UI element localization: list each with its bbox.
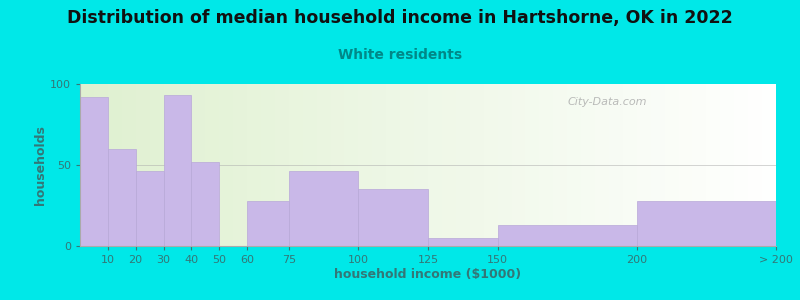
Bar: [108, 84, 122, 246]
Bar: [191, 84, 206, 246]
Bar: [581, 84, 595, 246]
Bar: [233, 84, 247, 246]
Bar: [511, 84, 526, 246]
Bar: [762, 84, 776, 246]
Bar: [358, 189, 428, 246]
Bar: [317, 84, 330, 246]
Bar: [595, 84, 609, 246]
Bar: [330, 84, 345, 246]
Bar: [623, 84, 637, 246]
Bar: [136, 84, 150, 246]
Bar: [400, 84, 414, 246]
Bar: [372, 84, 386, 246]
Bar: [163, 95, 191, 246]
Text: Distribution of median household income in Hartshorne, OK in 2022: Distribution of median household income …: [67, 9, 733, 27]
Bar: [720, 84, 734, 246]
Bar: [80, 97, 108, 246]
Bar: [637, 84, 650, 246]
Bar: [247, 84, 261, 246]
Bar: [150, 84, 163, 246]
Bar: [108, 149, 136, 246]
Bar: [191, 162, 219, 246]
Bar: [734, 84, 748, 246]
Bar: [748, 84, 762, 246]
Bar: [358, 84, 372, 246]
Bar: [693, 84, 706, 246]
Bar: [94, 84, 108, 246]
Bar: [526, 84, 539, 246]
Bar: [80, 84, 94, 246]
Text: White residents: White residents: [338, 48, 462, 62]
Bar: [539, 84, 554, 246]
Bar: [484, 84, 498, 246]
Bar: [247, 201, 289, 246]
Bar: [498, 84, 511, 246]
Bar: [178, 84, 191, 246]
Bar: [275, 84, 289, 246]
Bar: [289, 84, 302, 246]
Bar: [386, 84, 400, 246]
Bar: [567, 84, 581, 246]
Bar: [470, 84, 484, 246]
Y-axis label: households: households: [34, 125, 47, 205]
Bar: [206, 84, 219, 246]
Bar: [122, 84, 136, 246]
Bar: [289, 172, 358, 246]
Text: City-Data.com: City-Data.com: [567, 97, 646, 107]
Bar: [554, 84, 567, 246]
Bar: [163, 84, 178, 246]
Bar: [665, 84, 678, 246]
Bar: [442, 84, 456, 246]
Bar: [650, 84, 665, 246]
Bar: [219, 84, 233, 246]
Bar: [428, 238, 498, 246]
Bar: [345, 84, 358, 246]
Bar: [456, 84, 470, 246]
Bar: [302, 84, 317, 246]
Bar: [609, 84, 623, 246]
Bar: [706, 84, 720, 246]
Bar: [498, 225, 637, 246]
Bar: [637, 201, 776, 246]
Bar: [414, 84, 428, 246]
Bar: [261, 84, 275, 246]
X-axis label: household income ($1000): household income ($1000): [334, 268, 522, 281]
Bar: [136, 172, 163, 246]
Bar: [428, 84, 442, 246]
Bar: [678, 84, 693, 246]
